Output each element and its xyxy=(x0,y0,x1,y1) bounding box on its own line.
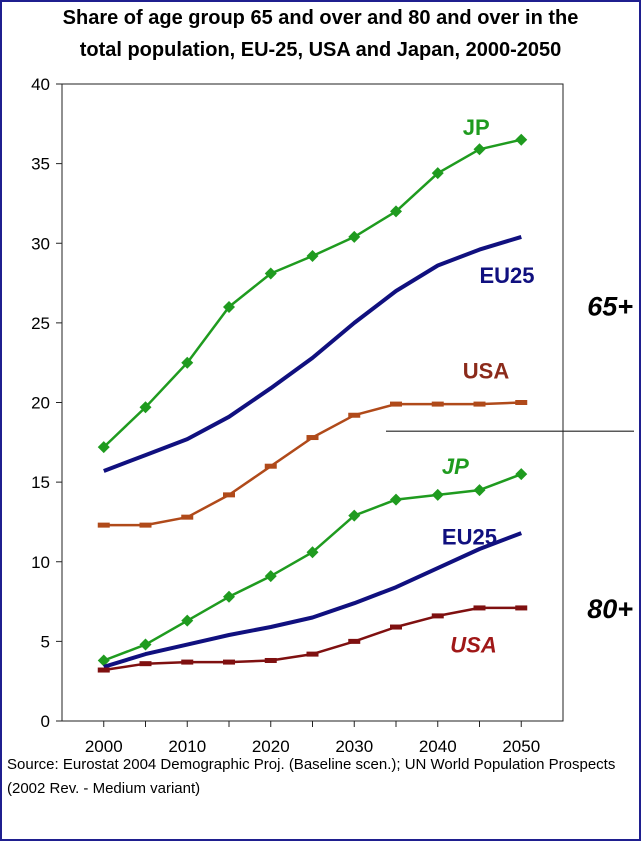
chart-title-line-1: Share of age group 65 and over and 80 an… xyxy=(62,7,579,29)
x-tick-label: 2030 xyxy=(335,737,373,756)
series-label-usa: USA xyxy=(450,633,496,658)
y-tick-label: 0 xyxy=(41,712,50,731)
series-label-usa: USA xyxy=(463,359,510,384)
y-tick-label: 20 xyxy=(31,394,50,413)
series-label-eu25: EU25 xyxy=(480,263,535,288)
data-point-usa xyxy=(223,492,235,498)
data-point-jp xyxy=(223,300,235,313)
series-line-eu25-80 xyxy=(103,531,523,669)
data-point-jp xyxy=(515,468,528,481)
data-point-jp xyxy=(306,546,319,559)
data-point-jp xyxy=(515,133,528,146)
data-point-jp xyxy=(97,441,110,454)
data-point-jp xyxy=(223,590,235,603)
y-tick-label: 10 xyxy=(31,553,50,572)
chart-title: Share of age group 65 and over and 80 an… xyxy=(0,2,641,66)
data-point-usa xyxy=(515,400,528,405)
data-point-jp xyxy=(473,484,486,497)
data-point-jp xyxy=(181,356,194,369)
plot-area xyxy=(61,83,564,722)
data-point-usa xyxy=(348,638,361,644)
series-label-jp: JP xyxy=(442,454,469,479)
data-point-usa xyxy=(139,661,152,667)
data-point-usa xyxy=(264,463,277,469)
x-tick-label: 2000 xyxy=(85,737,123,756)
data-point-usa xyxy=(473,605,486,611)
series-line-eu25-65 xyxy=(103,234,522,473)
series-label-eu25: EU25 xyxy=(442,524,497,549)
data-point-usa xyxy=(431,613,444,619)
x-tick-label: 2010 xyxy=(168,737,206,756)
data-point-jp xyxy=(139,638,152,651)
data-point-usa xyxy=(306,435,319,441)
data-point-usa xyxy=(306,651,319,657)
x-tick-label: 2050 xyxy=(502,737,540,756)
data-point-usa xyxy=(223,659,235,665)
data-point-jp xyxy=(348,509,361,522)
y-tick-label: 40 xyxy=(31,75,50,94)
y-tick-label: 5 xyxy=(41,632,50,651)
series-label-jp: JP xyxy=(463,115,490,140)
data-point-usa xyxy=(348,412,361,418)
y-tick-label: 35 xyxy=(31,155,50,174)
data-point-jp xyxy=(139,401,152,414)
data-point-jp xyxy=(306,249,319,262)
series-line-jp-65 xyxy=(102,138,522,449)
x-tick-label: 2020 xyxy=(252,737,290,756)
data-point-usa xyxy=(390,401,402,407)
data-point-jp xyxy=(264,267,277,280)
data-point-jp xyxy=(390,493,402,506)
data-point-usa xyxy=(181,659,194,665)
group-label-65-plus: 65+ xyxy=(587,291,633,321)
data-point-usa xyxy=(264,657,277,663)
data-point-usa xyxy=(139,522,152,528)
chart-title-line-2: total population, EU-25, USA and Japan, … xyxy=(79,39,562,61)
data-point-usa xyxy=(515,605,528,611)
y-tick-label: 25 xyxy=(31,314,50,333)
data-point-jp xyxy=(390,205,402,218)
y-tick-label: 15 xyxy=(31,473,50,492)
data-point-jp xyxy=(431,488,444,501)
data-point-usa xyxy=(390,624,402,630)
data-point-jp xyxy=(181,614,194,627)
data-point-usa xyxy=(97,667,110,673)
group-label-80-plus: 80+ xyxy=(587,594,633,624)
y-tick-label: 30 xyxy=(31,234,50,253)
data-point-usa xyxy=(181,514,194,520)
data-point-jp xyxy=(348,230,361,243)
data-point-jp xyxy=(473,143,486,156)
data-point-jp xyxy=(264,570,277,583)
data-point-usa xyxy=(431,401,444,407)
data-point-jp xyxy=(97,654,110,667)
x-tick-label: 2040 xyxy=(419,737,457,756)
data-point-usa xyxy=(97,522,110,528)
data-point-usa xyxy=(473,401,486,407)
source-note: Source: Eurostat 2004 Demographic Proj. … xyxy=(7,756,616,797)
data-point-jp xyxy=(431,167,444,180)
